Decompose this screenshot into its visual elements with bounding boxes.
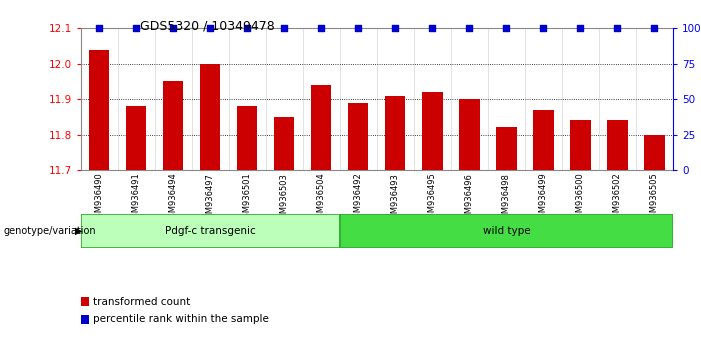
Point [278, 25, 290, 31]
Text: transformed count: transformed count [93, 297, 191, 307]
Bar [496, 127, 517, 170]
Point [353, 25, 364, 31]
Bar [163, 81, 184, 170]
Bar [89, 50, 109, 170]
Bar [340, 214, 673, 248]
Bar [81, 214, 340, 248]
Text: ▶: ▶ [75, 226, 83, 236]
Bar [274, 117, 294, 170]
Bar [385, 96, 405, 170]
Point [427, 25, 438, 31]
Point [464, 25, 475, 31]
Point [575, 25, 586, 31]
Bar [533, 110, 554, 170]
Bar [607, 120, 627, 170]
Text: wild type: wild type [482, 226, 530, 236]
Point [315, 25, 327, 31]
Point [205, 25, 216, 31]
Bar [422, 92, 442, 170]
Bar [237, 106, 257, 170]
Text: GDS5320 / 10349478: GDS5320 / 10349478 [140, 19, 275, 33]
Point [649, 25, 660, 31]
Point [538, 25, 549, 31]
Bar [126, 106, 147, 170]
Point [390, 25, 401, 31]
Point [93, 25, 104, 31]
Point [130, 25, 142, 31]
Bar [570, 120, 590, 170]
Bar [644, 135, 665, 170]
Point [168, 25, 179, 31]
Point [501, 25, 512, 31]
Text: Pdgf-c transgenic: Pdgf-c transgenic [165, 226, 256, 236]
Bar [459, 99, 479, 170]
Bar [311, 85, 332, 170]
Point [242, 25, 253, 31]
Bar [348, 103, 369, 170]
Text: percentile rank within the sample: percentile rank within the sample [93, 314, 269, 324]
Bar [200, 64, 220, 170]
Point [612, 25, 623, 31]
Text: genotype/variation: genotype/variation [4, 226, 96, 236]
